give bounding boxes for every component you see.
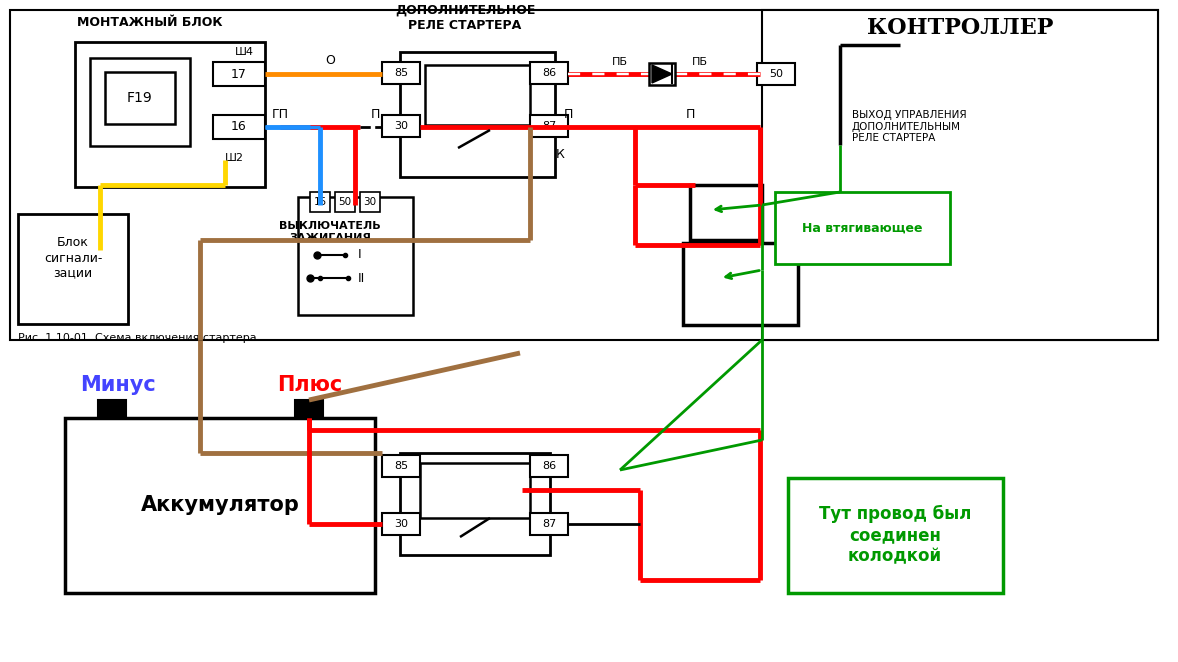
- Text: Минус: Минус: [80, 375, 155, 395]
- Bar: [425, 65, 530, 125]
- Bar: [382, 62, 421, 84]
- Text: П: П: [563, 109, 573, 122]
- Bar: [360, 192, 380, 212]
- Bar: [775, 192, 949, 264]
- Text: Рис. 1.10-01. Схема включения стартера: Рис. 1.10-01. Схема включения стартера: [18, 333, 257, 343]
- Text: Аккумулятор: Аккумулятор: [140, 495, 299, 515]
- Bar: [757, 63, 795, 85]
- Bar: [690, 185, 762, 240]
- Bar: [105, 72, 176, 124]
- Text: ГП: ГП: [271, 109, 289, 122]
- Text: Плюс: Плюс: [277, 375, 343, 395]
- Bar: [530, 513, 568, 535]
- Text: Ш4: Ш4: [234, 47, 254, 57]
- Text: КОНТРОЛЛЕР: КОНТРОЛЛЕР: [867, 17, 1053, 39]
- Bar: [530, 62, 568, 84]
- Bar: [90, 58, 190, 146]
- Bar: [65, 418, 375, 593]
- Text: 16: 16: [231, 120, 247, 134]
- Text: Тут провод был
соединен
колодкой: Тут провод был соединен колодкой: [819, 505, 971, 565]
- Text: 30: 30: [364, 197, 377, 207]
- Text: 15: 15: [313, 197, 326, 207]
- Bar: [382, 115, 421, 137]
- Text: ПБ: ПБ: [613, 57, 628, 67]
- Bar: [213, 62, 265, 86]
- Bar: [310, 192, 330, 212]
- Text: 30: 30: [393, 519, 408, 529]
- Text: 87: 87: [542, 519, 556, 529]
- Text: Блок
сигнали-
зации: Блок сигнали- зации: [44, 236, 102, 279]
- Text: 86: 86: [542, 461, 556, 471]
- Bar: [382, 455, 421, 477]
- Bar: [18, 214, 128, 324]
- Text: ДОПОЛНИТЕЛЬНОЕ
РЕЛЕ СТАРТЕРА: ДОПОЛНИТЕЛЬНОЕ РЕЛЕ СТАРТЕРА: [395, 4, 535, 32]
- Text: 50: 50: [769, 69, 783, 79]
- Bar: [98, 400, 126, 418]
- Polygon shape: [651, 65, 671, 83]
- Text: 30: 30: [393, 121, 408, 131]
- Bar: [788, 478, 1002, 593]
- Text: П: П: [370, 109, 379, 122]
- Text: 17: 17: [231, 68, 247, 81]
- Text: ВЫКЛЮЧАТЕЛЬ
ЗАЖИГАНИЯ: ВЫКЛЮЧАТЕЛЬ ЗАЖИГАНИЯ: [279, 221, 380, 243]
- Bar: [382, 513, 421, 535]
- Text: II: II: [358, 271, 365, 285]
- Text: О: О: [325, 54, 335, 66]
- Bar: [298, 197, 413, 315]
- Text: 50: 50: [338, 197, 351, 207]
- Bar: [401, 453, 550, 555]
- Bar: [530, 115, 568, 137]
- Bar: [9, 10, 1158, 340]
- Bar: [213, 115, 265, 139]
- Text: 85: 85: [393, 461, 408, 471]
- Bar: [683, 243, 798, 325]
- Bar: [421, 463, 530, 518]
- Text: F19: F19: [127, 91, 153, 105]
- Bar: [294, 400, 323, 418]
- Text: П: П: [686, 109, 695, 122]
- Text: ПБ: ПБ: [691, 57, 708, 67]
- Bar: [762, 10, 1158, 340]
- Text: 86: 86: [542, 68, 556, 78]
- Text: I: I: [358, 248, 362, 261]
- Bar: [401, 52, 555, 177]
- Bar: [75, 42, 265, 187]
- Text: 85: 85: [393, 68, 408, 78]
- Bar: [530, 455, 568, 477]
- Text: На втягивающее: На втягивающее: [802, 222, 922, 234]
- Bar: [649, 63, 675, 85]
- Text: К: К: [556, 148, 564, 162]
- Text: ВЫХОД УПРАВЛЕНИЯ
ДОПОЛНИТЕЛЬНЫМ
РЕЛЕ СТАРТЕРА: ВЫХОД УПРАВЛЕНИЯ ДОПОЛНИТЕЛЬНЫМ РЕЛЕ СТА…: [852, 110, 967, 143]
- Bar: [335, 192, 355, 212]
- Text: 87: 87: [542, 121, 556, 131]
- Text: МОНТАЖНЫЙ БЛОК: МОНТАЖНЫЙ БЛОК: [78, 15, 223, 28]
- Text: Ш2: Ш2: [225, 153, 244, 163]
